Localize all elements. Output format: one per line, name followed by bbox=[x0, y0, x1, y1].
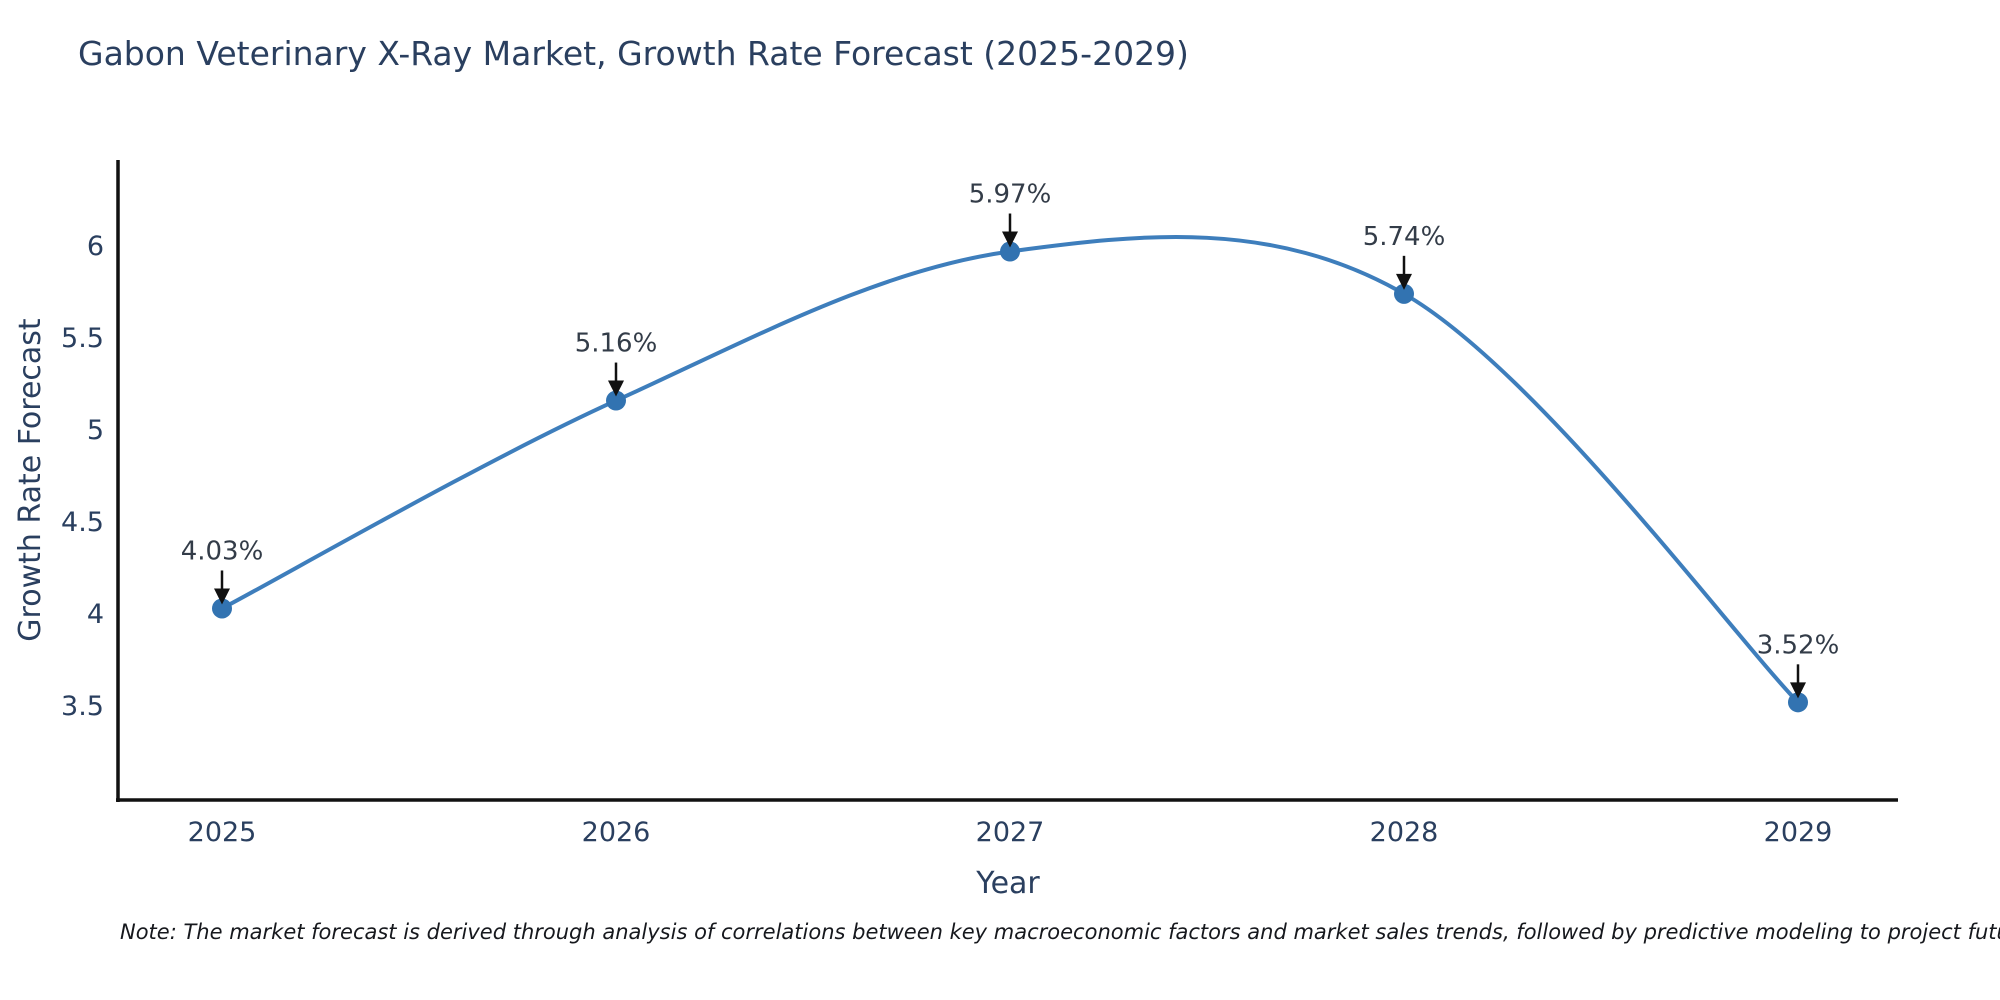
annotation-arrowhead bbox=[214, 588, 230, 605]
annotation-arrowhead bbox=[1002, 231, 1018, 248]
annotation-label: 5.97% bbox=[969, 180, 1052, 210]
annotation-arrowhead bbox=[1396, 273, 1412, 290]
x-tick-label: 2026 bbox=[582, 817, 651, 848]
x-tick-label: 2025 bbox=[188, 817, 257, 848]
trend-line bbox=[220, 235, 1800, 705]
x-tick-label: 2027 bbox=[976, 817, 1045, 848]
annotation-label: 5.74% bbox=[1363, 222, 1446, 252]
annotation-label: 3.52% bbox=[1757, 630, 1840, 660]
annotation-label: 4.03% bbox=[181, 536, 264, 566]
data-point-marker[interactable] bbox=[1788, 692, 1808, 713]
data-point-marker[interactable] bbox=[1000, 241, 1020, 262]
chart-title: Gabon Veterinary X-Ray Market, Growth Ra… bbox=[78, 34, 1189, 73]
footnote: Note: The market forecast is derived thr… bbox=[120, 920, 2000, 944]
y-tick-label: 5.5 bbox=[61, 323, 104, 354]
data-point-marker[interactable] bbox=[606, 390, 626, 411]
x-axis-title: Year bbox=[975, 866, 1040, 901]
y-axis-title: Growth Rate Forecast bbox=[13, 318, 48, 642]
y-tick-label: 4.5 bbox=[61, 507, 104, 538]
annotation-arrowhead bbox=[608, 380, 624, 397]
y-tick-label: 5 bbox=[87, 415, 104, 446]
x-tick-label: 2028 bbox=[1370, 817, 1439, 848]
annotation-label: 5.16% bbox=[575, 329, 658, 359]
data-point-marker[interactable] bbox=[1394, 283, 1414, 304]
y-tick-label: 6 bbox=[87, 231, 104, 262]
y-tick-label: 3.5 bbox=[61, 691, 104, 722]
annotation-arrowhead bbox=[1790, 682, 1806, 699]
data-point-marker[interactable] bbox=[212, 598, 232, 619]
y-tick-label: 4 bbox=[87, 599, 104, 630]
x-tick-label: 2029 bbox=[1764, 817, 1833, 848]
